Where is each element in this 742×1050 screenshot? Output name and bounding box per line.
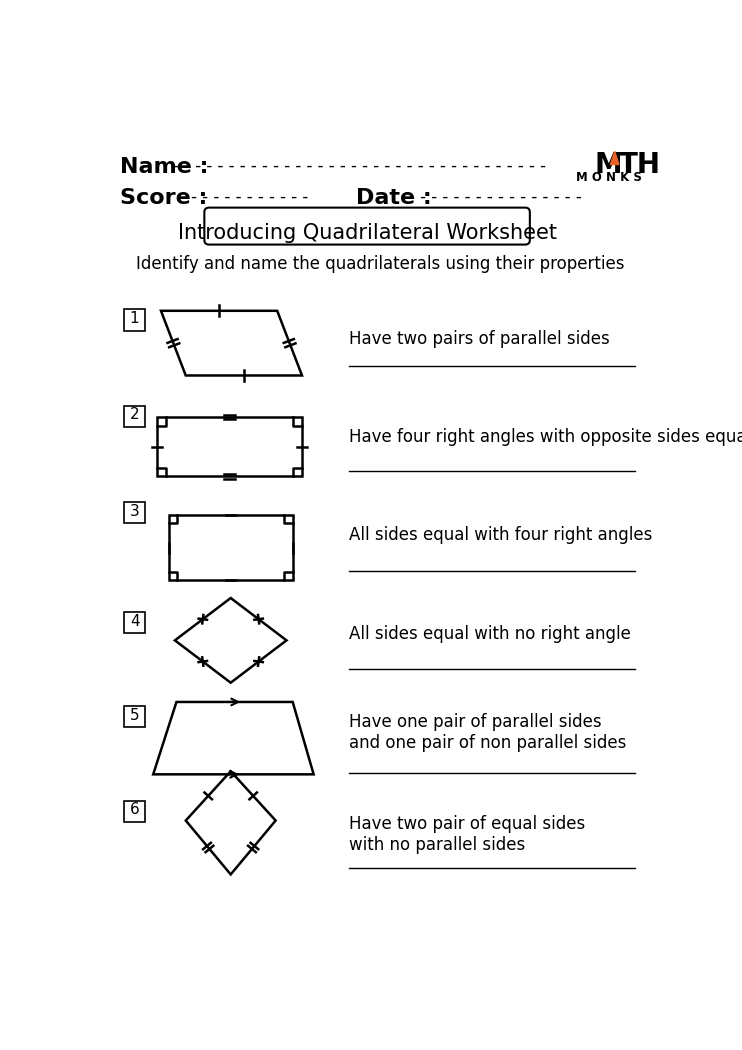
Text: Introducing Quadrilateral Worksheet: Introducing Quadrilateral Worksheet <box>177 223 556 243</box>
FancyBboxPatch shape <box>124 612 145 633</box>
Text: Have two pairs of parallel sides: Have two pairs of parallel sides <box>349 330 609 348</box>
Text: 6: 6 <box>130 802 139 817</box>
FancyBboxPatch shape <box>204 208 530 245</box>
FancyBboxPatch shape <box>124 706 145 728</box>
Text: - - - - - - - - - - - - - - - - - - - - - - - - - - - - - - - - - -: - - - - - - - - - - - - - - - - - - - - … <box>173 156 545 174</box>
FancyBboxPatch shape <box>124 310 145 331</box>
Text: Have one pair of parallel sides
and one pair of non parallel sides: Have one pair of parallel sides and one … <box>349 713 626 752</box>
Text: 3: 3 <box>130 504 139 519</box>
Text: All sides equal with four right angles: All sides equal with four right angles <box>349 526 652 544</box>
Text: Have four right angles with opposite sides equal: Have four right angles with opposite sid… <box>349 427 742 446</box>
Text: 1: 1 <box>130 311 139 326</box>
FancyBboxPatch shape <box>124 800 145 822</box>
Text: 2: 2 <box>130 407 139 422</box>
Text: All sides equal with no right angle: All sides equal with no right angle <box>349 625 631 643</box>
Text: M: M <box>595 150 623 178</box>
Text: - - - - - - - - - - - -: - - - - - - - - - - - - <box>180 188 308 206</box>
Text: Name :: Name : <box>120 156 216 176</box>
FancyBboxPatch shape <box>124 502 145 523</box>
Text: 4: 4 <box>130 613 139 629</box>
Text: Have two pair of equal sides
with no parallel sides: Have two pair of equal sides with no par… <box>349 815 585 854</box>
Text: Date :: Date : <box>356 188 440 208</box>
Text: M O N K S: M O N K S <box>576 171 642 184</box>
Text: TH: TH <box>619 150 661 178</box>
Text: Score :: Score : <box>120 188 215 208</box>
Text: - - - - - - - - - - - - - - - -: - - - - - - - - - - - - - - - - <box>409 188 582 206</box>
Text: Identify and name the quadrilaterals using their properties: Identify and name the quadrilaterals usi… <box>136 255 625 273</box>
Polygon shape <box>611 151 619 165</box>
FancyBboxPatch shape <box>124 405 145 427</box>
Text: 5: 5 <box>130 708 139 722</box>
